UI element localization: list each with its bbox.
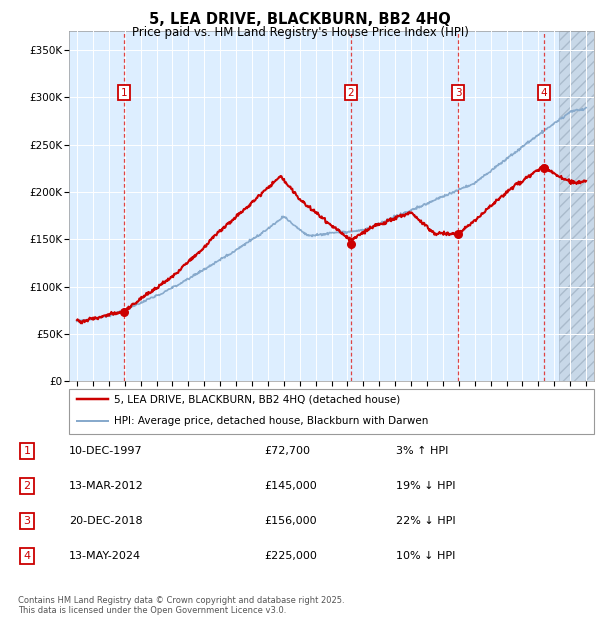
Text: 2: 2 bbox=[347, 87, 354, 97]
Text: 19% ↓ HPI: 19% ↓ HPI bbox=[396, 480, 455, 491]
Text: 5, LEA DRIVE, BLACKBURN, BB2 4HQ (detached house): 5, LEA DRIVE, BLACKBURN, BB2 4HQ (detach… bbox=[113, 394, 400, 404]
Text: £145,000: £145,000 bbox=[264, 480, 317, 491]
Bar bbox=[559, 31, 594, 381]
Text: £225,000: £225,000 bbox=[264, 551, 317, 560]
Text: 13-MAY-2024: 13-MAY-2024 bbox=[69, 551, 141, 560]
Point bbox=[346, 239, 355, 249]
Text: 3: 3 bbox=[23, 516, 31, 526]
Text: 5, LEA DRIVE, BLACKBURN, BB2 4HQ: 5, LEA DRIVE, BLACKBURN, BB2 4HQ bbox=[149, 12, 451, 27]
Point bbox=[539, 163, 549, 173]
Text: HPI: Average price, detached house, Blackburn with Darwen: HPI: Average price, detached house, Blac… bbox=[113, 415, 428, 425]
Text: 10-DEC-1997: 10-DEC-1997 bbox=[69, 446, 143, 456]
Text: £72,700: £72,700 bbox=[264, 446, 310, 456]
Text: 4: 4 bbox=[23, 551, 31, 560]
Text: 2: 2 bbox=[23, 480, 31, 491]
Text: 1: 1 bbox=[23, 446, 31, 456]
Text: 1: 1 bbox=[121, 87, 127, 97]
Text: 4: 4 bbox=[541, 87, 548, 97]
Point bbox=[454, 229, 463, 239]
Text: 20-DEC-2018: 20-DEC-2018 bbox=[69, 516, 143, 526]
Text: Price paid vs. HM Land Registry's House Price Index (HPI): Price paid vs. HM Land Registry's House … bbox=[131, 26, 469, 39]
Text: 3: 3 bbox=[455, 87, 461, 97]
Text: Contains HM Land Registry data © Crown copyright and database right 2025.
This d: Contains HM Land Registry data © Crown c… bbox=[18, 596, 344, 615]
Text: 13-MAR-2012: 13-MAR-2012 bbox=[69, 480, 144, 491]
Text: 3% ↑ HPI: 3% ↑ HPI bbox=[396, 446, 448, 456]
Text: 22% ↓ HPI: 22% ↓ HPI bbox=[396, 516, 455, 526]
Text: 10% ↓ HPI: 10% ↓ HPI bbox=[396, 551, 455, 560]
Text: £156,000: £156,000 bbox=[264, 516, 317, 526]
Point bbox=[119, 308, 128, 317]
